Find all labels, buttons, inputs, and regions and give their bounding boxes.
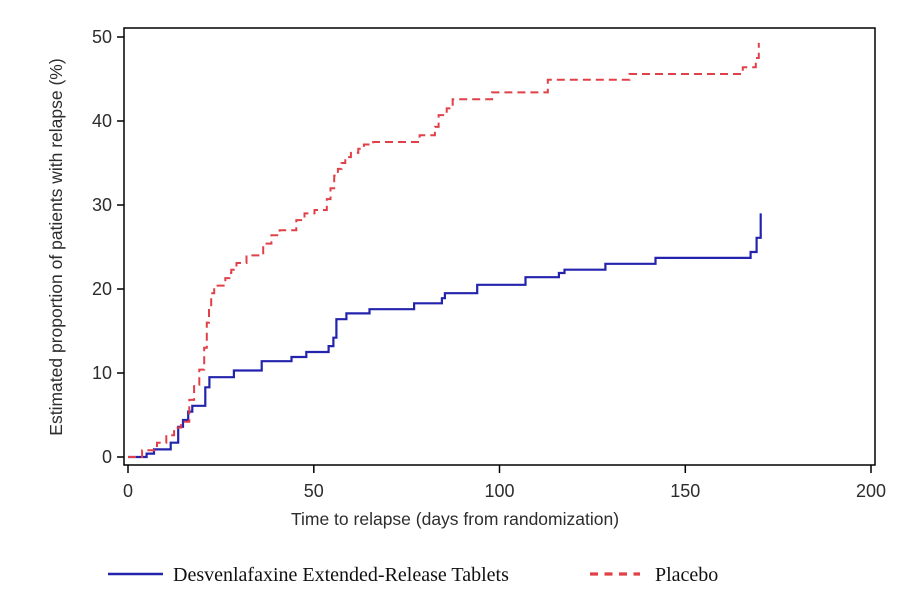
curves xyxy=(128,42,762,459)
axis-ticks: 0 10 20 30 40 50 0 50 100 150 200 xyxy=(92,27,886,501)
y-tick-label: 50 xyxy=(92,27,112,47)
x-tick-label: 0 xyxy=(123,481,133,501)
x-tick-label: 150 xyxy=(670,481,700,501)
y-tick-label: 30 xyxy=(92,195,112,215)
legend-label-placebo: Placebo xyxy=(655,564,718,586)
y-tick-label: 10 xyxy=(92,363,112,383)
legend-label-desvenlafaxine: Desvenlafaxine Extended-Release Tablets xyxy=(173,564,509,586)
y-tick-label: 20 xyxy=(92,279,112,299)
y-tick-label: 40 xyxy=(92,111,112,131)
placebo-curve xyxy=(128,42,760,458)
x-tick-label: 50 xyxy=(304,481,324,501)
desvenlafaxine-curve xyxy=(128,213,762,459)
y-axis-title: Estimated proportion of patients with re… xyxy=(46,58,66,435)
x-tick-label: 100 xyxy=(484,481,514,501)
legend: Desvenlafaxine Extended-Release Tablets … xyxy=(108,564,718,586)
y-tick-label: 0 xyxy=(102,447,112,467)
x-tick-label: 200 xyxy=(856,481,886,501)
plot-frame xyxy=(123,27,876,466)
x-axis-title: Time to relapse (days from randomization… xyxy=(291,509,619,529)
